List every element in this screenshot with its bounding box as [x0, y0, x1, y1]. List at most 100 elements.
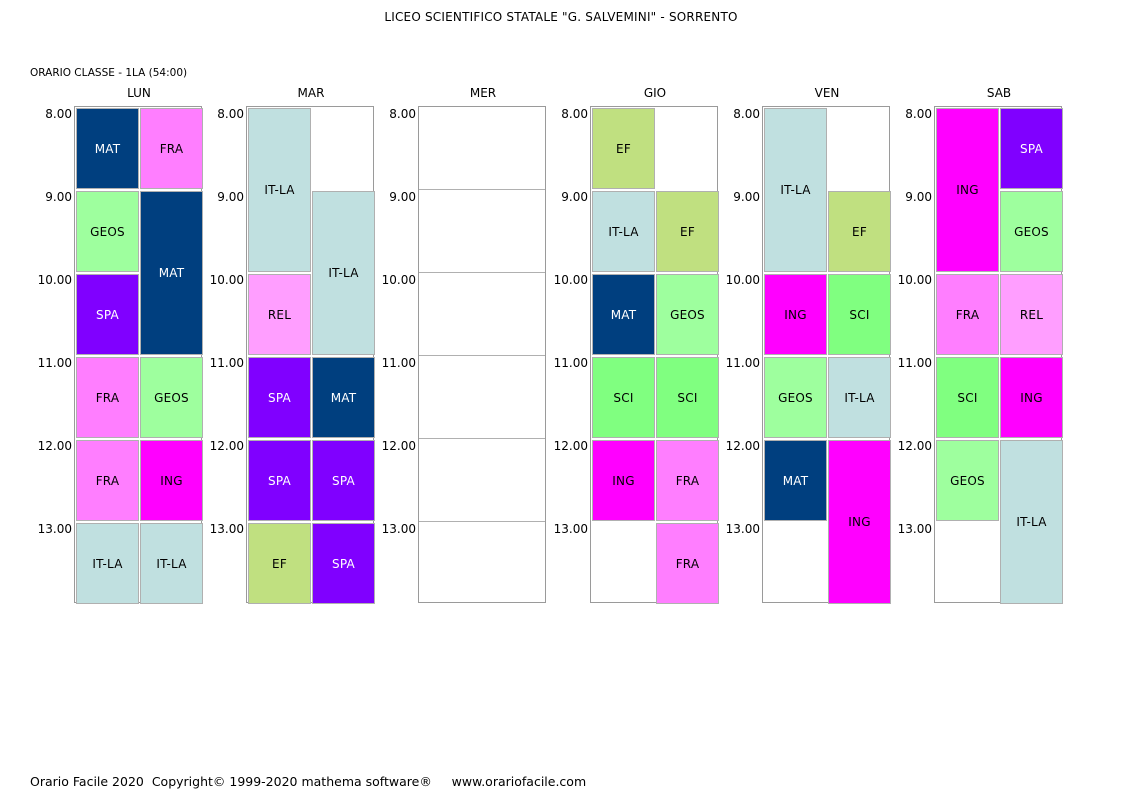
lesson-cell: SPA [312, 440, 375, 521]
time-label: 13.00 [381, 522, 416, 536]
time-label: 9.00 [217, 190, 244, 204]
time-label: 10.00 [37, 273, 72, 287]
lesson-cell: SCI [656, 357, 719, 438]
lesson-cell: IT-LA [248, 108, 311, 272]
time-label: 9.00 [561, 190, 588, 204]
time-label: 12.00 [381, 439, 416, 453]
lesson-cell: IT-LA [828, 357, 891, 438]
lesson-cell: SCI [936, 357, 999, 438]
lesson-cell: REL [1000, 274, 1063, 355]
lesson-cell: MAT [140, 191, 203, 355]
time-label: 13.00 [553, 522, 588, 536]
class-label: ORARIO CLASSE - 1LA (54:00) [30, 67, 188, 79]
lesson-cell: EF [592, 108, 655, 189]
time-label: 8.00 [217, 107, 244, 121]
lesson-cell: GEOS [76, 191, 139, 272]
time-label: 11.00 [553, 356, 588, 370]
time-label: 11.00 [37, 356, 72, 370]
day-grid: ING SPA GEOS FRA REL SCI ING GEOS IT-LA [934, 106, 1063, 604]
day-header: MAR [297, 86, 325, 100]
lesson-cell: GEOS [936, 440, 999, 521]
time-label: 13.00 [725, 522, 760, 536]
time-label: 12.00 [897, 439, 932, 453]
lesson-cell: IT-LA [140, 523, 203, 604]
lesson-cell: IT-LA [1000, 440, 1063, 604]
lesson-cell: ING [936, 108, 999, 272]
day-column-mar: MAR 8.00 9.00 10.00 11.00 12.00 13.00 IT-LA IT-L… [204, 0, 376, 620]
day-column-gio: GIO 8.00 9.00 10.00 11.00 12.00 13.00 EF IT-LA EF… [548, 0, 720, 620]
lesson-cell: IT-LA [312, 191, 375, 355]
lesson-cell: FRA [140, 108, 203, 189]
lesson-cell: IT-LA [764, 108, 827, 272]
time-label: 11.00 [381, 356, 416, 370]
day-header: GIO [643, 86, 667, 100]
lesson-cell: SPA [76, 274, 139, 355]
lesson-cell: EF [656, 191, 719, 272]
day-header: MER [469, 86, 497, 100]
time-label: 8.00 [733, 107, 760, 121]
time-label: 9.00 [389, 190, 416, 204]
lesson-cell: FRA [656, 440, 719, 521]
lesson-cell: SPA [1000, 108, 1063, 189]
time-label: 11.00 [209, 356, 244, 370]
lesson-cell: MAT [312, 357, 375, 438]
day-column-sab: SAB 8.00 9.00 10.00 11.00 12.00 13.00 ING SPA GEO… [892, 0, 1064, 620]
lesson-cell: GEOS [656, 274, 719, 355]
lesson-cell: FRA [76, 440, 139, 521]
day-column-ven: VEN 8.00 9.00 10.00 11.00 12.00 13.00 IT-LA EF IN… [720, 0, 892, 620]
lesson-cell: FRA [656, 523, 719, 604]
lesson-cell: ING [592, 440, 655, 521]
school-title: LICEO SCIENTIFICO STATALE "G. SALVEMINI"… [384, 10, 738, 24]
time-label: 13.00 [897, 522, 932, 536]
time-label: 10.00 [381, 273, 416, 287]
lesson-cell: SCI [828, 274, 891, 355]
day-column-mer: MER 8.00 9.00 10.00 11.00 12.00 13.00 [376, 0, 548, 620]
time-label: 8.00 [389, 107, 416, 121]
lesson-cell: IT-LA [76, 523, 139, 604]
day-grid: MAT FRA GEOS MAT SPA FRA GEOS FRA ING IT-LA IT-LA [74, 106, 203, 604]
hour-divider [419, 438, 545, 439]
lesson-cell: MAT [592, 274, 655, 355]
lesson-cell: SPA [312, 523, 375, 604]
lesson-cell: SCI [592, 357, 655, 438]
time-label: 9.00 [45, 190, 72, 204]
day-column-lun: LUN 8.00 9.00 10.00 11.00 12.00 13.00 MAT FRA GEO… [32, 0, 204, 620]
time-label: 12.00 [37, 439, 72, 453]
day-grid: IT-LA EF ING SCI GEOS IT-LA MAT ING [762, 106, 891, 604]
time-label: 10.00 [725, 273, 760, 287]
lesson-cell: ING [140, 440, 203, 521]
time-label: 10.00 [897, 273, 932, 287]
hour-divider [419, 272, 545, 273]
lesson-cell: MAT [764, 440, 827, 521]
lesson-cell: IT-LA [592, 191, 655, 272]
time-label: 12.00 [553, 439, 588, 453]
lesson-cell: ING [828, 440, 891, 604]
time-label: 8.00 [905, 107, 932, 121]
time-label: 8.00 [561, 107, 588, 121]
time-label: 11.00 [725, 356, 760, 370]
time-label: 10.00 [209, 273, 244, 287]
hour-divider [419, 521, 545, 522]
lesson-cell: MAT [76, 108, 139, 189]
lesson-cell: SPA [248, 440, 311, 521]
lesson-cell: ING [1000, 357, 1063, 438]
footer-text: Orario Facile 2020 Copyright© 1999-2020 … [30, 774, 587, 789]
day-grid: IT-LA IT-LA REL SPA MAT SPA SPA EF SPA [246, 106, 375, 604]
lesson-cell: SPA [248, 357, 311, 438]
day-grid: EF IT-LA EF MAT GEOS SCI SCI ING FRA FRA [590, 106, 719, 604]
lesson-cell: REL [248, 274, 311, 355]
lesson-cell: EF [828, 191, 891, 272]
lesson-cell: GEOS [140, 357, 203, 438]
lesson-cell: FRA [936, 274, 999, 355]
time-label: 11.00 [897, 356, 932, 370]
time-label: 13.00 [209, 522, 244, 536]
lesson-cell: GEOS [764, 357, 827, 438]
day-header: VEN [814, 86, 840, 100]
lesson-cell: GEOS [1000, 191, 1063, 272]
day-header: SAB [986, 86, 1012, 100]
time-label: 12.00 [209, 439, 244, 453]
day-header: LUN [127, 86, 151, 100]
lesson-cell: ING [764, 274, 827, 355]
time-label: 8.00 [45, 107, 72, 121]
lesson-cell: FRA [76, 357, 139, 438]
